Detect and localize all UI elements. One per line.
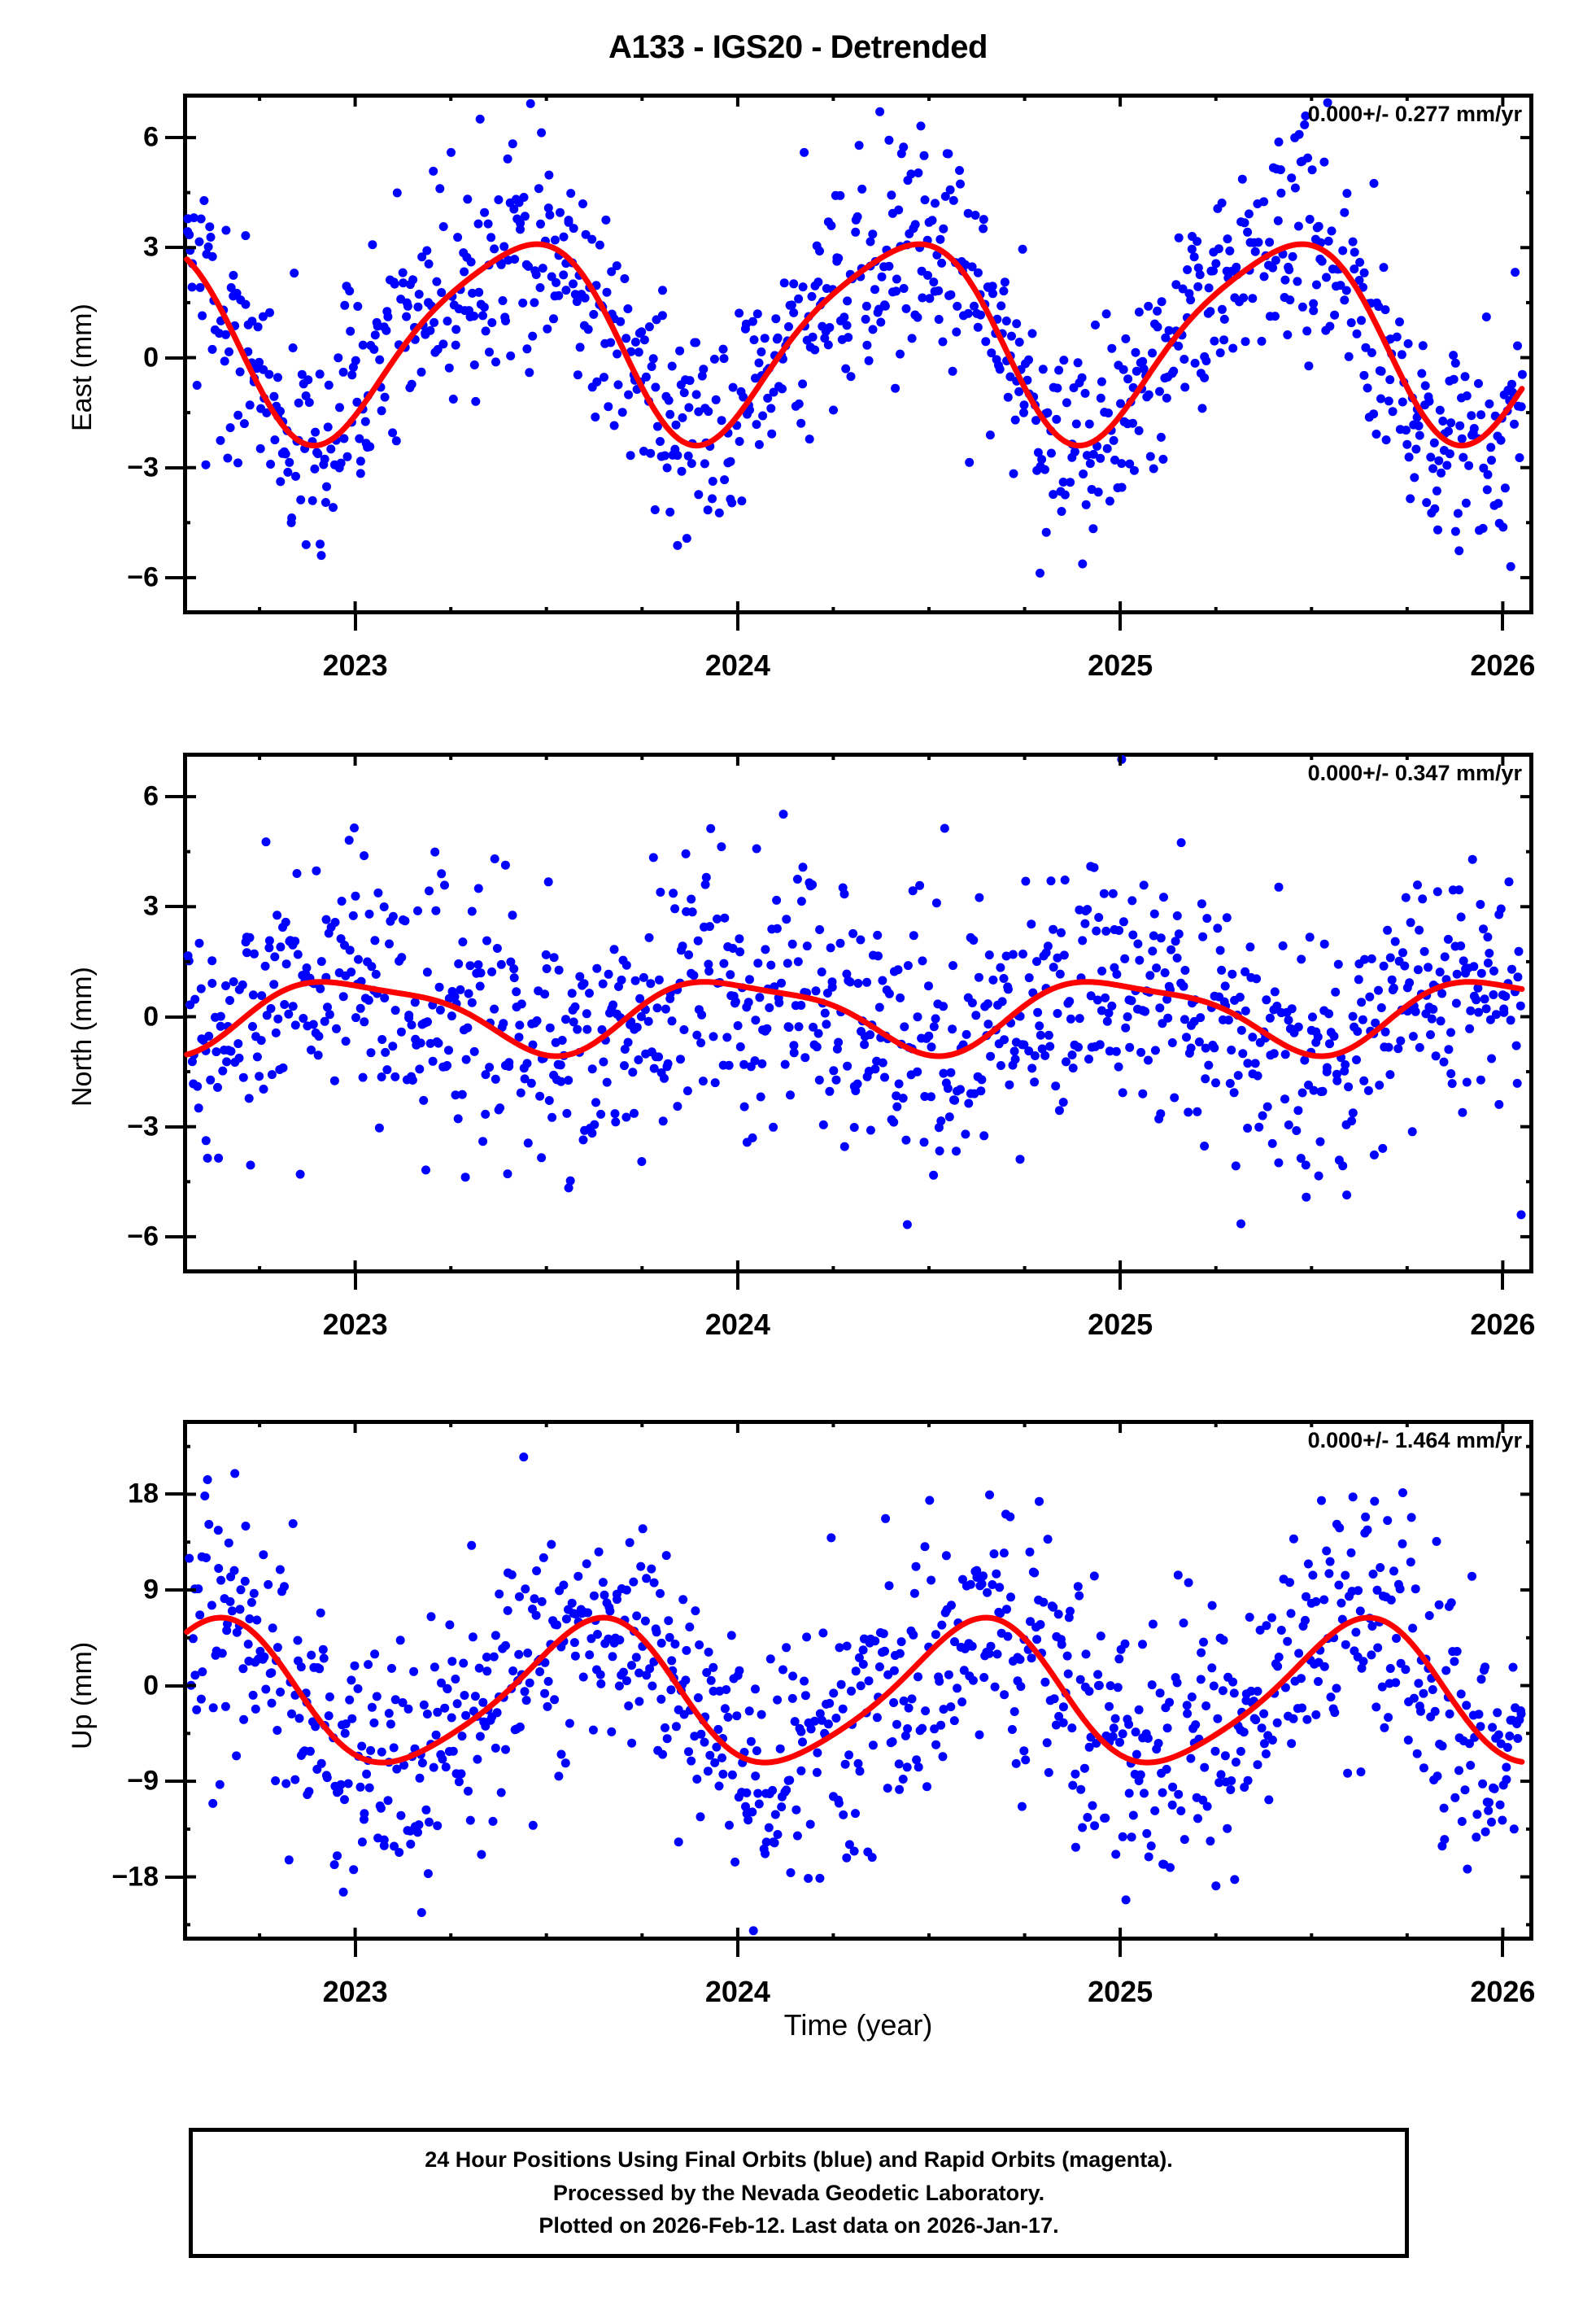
east-data-points xyxy=(183,98,1527,578)
east-ytick-6: 6 xyxy=(143,121,159,153)
east-ytick-stub xyxy=(165,356,183,360)
footer-note-box: 24 Hour Positions Using Final Orbits (bl… xyxy=(189,2128,1409,2258)
panel-up: 0.000+/- 1.464 mm/yr xyxy=(183,1420,1533,1941)
up-xtick-2024: 2024 xyxy=(704,1975,770,2008)
east-ytick-0: 0 xyxy=(143,342,159,373)
up-xtick-2025: 2025 xyxy=(1088,1975,1153,2008)
east-xtick-2023: 2023 xyxy=(322,649,388,682)
east-xtick-stub xyxy=(353,614,357,631)
up-ytick-stub xyxy=(165,1875,183,1879)
panel-east-rate-label: 0.000+/- 0.277 mm/yr xyxy=(1307,102,1522,126)
north-xtick-2026: 2026 xyxy=(1470,1308,1536,1341)
panel-north-plot-area xyxy=(183,753,1533,1273)
up-ytick-neg18: −18 xyxy=(111,1861,159,1893)
up-xtick-stub xyxy=(353,1941,357,1957)
x-axis-title: Time (year) xyxy=(783,2008,933,2042)
north-ytick-neg6: −6 xyxy=(127,1221,159,1252)
north-ytick-stub xyxy=(165,1015,183,1019)
up-ytick-stub xyxy=(165,1588,183,1592)
up-ytick-stub xyxy=(165,1684,183,1688)
east-xtick-2026: 2026 xyxy=(1470,649,1536,682)
east-ytick-3: 3 xyxy=(143,231,159,263)
panel-north: 0.000+/- 0.347 mm/yr xyxy=(183,753,1533,1273)
panel-north-rate-label: 0.000+/- 0.347 mm/yr xyxy=(1307,761,1522,785)
east-xtick-stub xyxy=(1501,614,1505,631)
north-ytick-6: 6 xyxy=(143,780,159,812)
panel-east-plot-area xyxy=(183,94,1533,614)
page-title: A133 - IGS20 - Detrended xyxy=(608,29,988,65)
north-ytick-stub xyxy=(165,1125,183,1129)
east-ytick-stub xyxy=(165,465,183,469)
up-ytick-18: 18 xyxy=(128,1478,159,1509)
north-xtick-stub xyxy=(1119,1273,1123,1290)
up-xtick-stub xyxy=(1501,1941,1505,1957)
up-xtick-stub xyxy=(735,1941,739,1957)
east-ytick-neg3: −3 xyxy=(127,452,159,483)
east-ytick-stub xyxy=(165,246,183,250)
north-tick-marks xyxy=(183,753,1533,1273)
up-ytick-stub xyxy=(165,1780,183,1784)
up-ytick-0: 0 xyxy=(143,1670,159,1701)
north-xtick-2025: 2025 xyxy=(1088,1308,1153,1341)
footer-line-2: Processed by the Nevada Geodetic Laborat… xyxy=(552,2180,1045,2205)
panel-up-plot-area xyxy=(183,1420,1533,1941)
panel-up-rate-label: 0.000+/- 1.464 mm/yr xyxy=(1307,1428,1522,1452)
north-xtick-2024: 2024 xyxy=(704,1308,770,1341)
panel-east: 0.000+/- 0.277 mm/yr xyxy=(183,94,1533,614)
east-xtick-2025: 2025 xyxy=(1088,649,1153,682)
north-ytick-neg3: −3 xyxy=(127,1111,159,1142)
up-tick-marks xyxy=(183,1420,1533,1941)
east-xtick-stub xyxy=(735,614,739,631)
north-ytick-stub xyxy=(165,795,183,799)
panel-up-frame xyxy=(183,1420,1533,1941)
north-xtick-2023: 2023 xyxy=(322,1308,388,1341)
up-fit-curve xyxy=(184,1614,1525,1766)
up-xtick-2023: 2023 xyxy=(322,1975,388,2008)
north-ytick-stub xyxy=(165,1234,183,1238)
north-ytick-3: 3 xyxy=(143,890,159,922)
north-xtick-stub xyxy=(735,1273,739,1290)
panel-north-ylabel: North (mm) xyxy=(67,967,98,1107)
east-fit-curve xyxy=(184,241,1525,449)
north-ytick-stub xyxy=(165,905,183,909)
footer-line-3: Plotted on 2026-Feb-12. Last data on 202… xyxy=(539,2213,1059,2238)
up-ytick-stub xyxy=(165,1492,183,1496)
north-ytick-0: 0 xyxy=(143,1001,159,1032)
north-xtick-stub xyxy=(1501,1273,1505,1290)
up-data-points xyxy=(185,1452,1526,1936)
panel-east-frame xyxy=(183,94,1533,614)
east-ytick-stub xyxy=(165,575,183,579)
footer-line-1: 24 Hour Positions Using Final Orbits (bl… xyxy=(425,2147,1173,2173)
east-xtick-2024: 2024 xyxy=(704,649,770,682)
north-xtick-stub xyxy=(353,1273,357,1290)
up-xtick-stub xyxy=(1119,1941,1123,1957)
up-ytick-neg9: −9 xyxy=(127,1765,159,1797)
east-tick-marks xyxy=(183,94,1533,614)
east-xtick-stub xyxy=(1119,614,1123,631)
north-fit-curve xyxy=(184,979,1525,1059)
east-ytick-stub xyxy=(165,136,183,140)
east-ytick-neg6: −6 xyxy=(127,561,159,593)
up-xtick-2026: 2026 xyxy=(1470,1975,1536,2008)
up-ytick-9: 9 xyxy=(143,1574,159,1605)
